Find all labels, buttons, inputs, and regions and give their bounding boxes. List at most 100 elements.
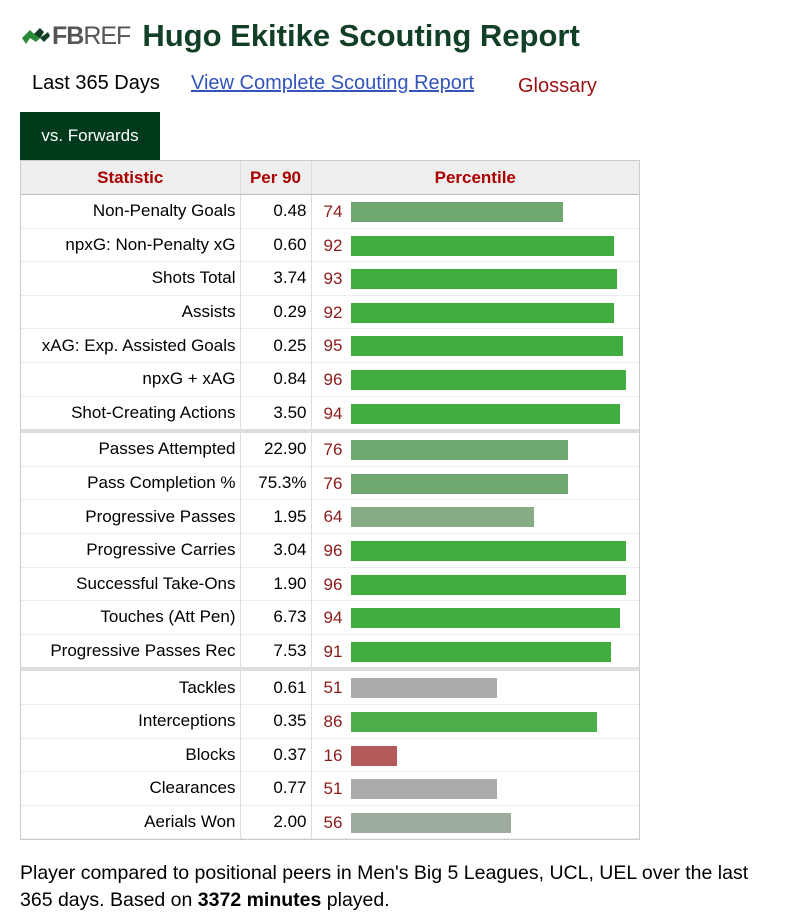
logo-ref-text: REF: [83, 21, 131, 50]
table-header-row: Statistic Per 90 Percentile: [21, 161, 639, 195]
stat-percentile: 94: [311, 600, 639, 635]
table-row: Tackles 0.61 51: [21, 669, 639, 705]
percentile-value: 94: [323, 608, 343, 628]
table-row: Shot-Creating Actions 3.50 94: [21, 396, 639, 434]
percentile-bar: [350, 473, 568, 494]
stat-percentile: 92: [311, 228, 639, 263]
stat-percentile: 76: [311, 466, 639, 501]
stat-percentile: 92: [311, 295, 639, 330]
page-title: Hugo Ekitike Scouting Report: [142, 18, 580, 53]
percentile-bar: [350, 540, 626, 561]
table-body: Non-Penalty Goals 0.48 74 npxG: Non-Penalty…: [21, 194, 639, 840]
percentile-bar: [350, 745, 397, 766]
stat-percentile: 51: [311, 669, 639, 705]
stat-per90: 1.90: [239, 567, 312, 602]
stat-percentile: 95: [311, 328, 639, 363]
stat-per90: 22.90: [239, 431, 312, 467]
stat-name: Non-Penalty Goals: [21, 194, 240, 229]
stat-name: Touches (Att Pen): [21, 600, 240, 635]
stat-percentile: 56: [311, 805, 639, 840]
fbref-logo[interactable]: FB REF: [20, 21, 131, 51]
percentile-value: 86: [323, 711, 343, 731]
stat-per90: 0.29: [239, 295, 312, 330]
footer-text-before: Player compared to positional peers in M…: [20, 862, 749, 911]
stat-percentile: 91: [311, 634, 639, 672]
scouting-table: Statistic Per 90 Percentile Non-Penalty …: [21, 161, 639, 840]
header-per90[interactable]: Per 90: [239, 161, 312, 195]
percentile-bar: [350, 779, 497, 800]
table-row: Progressive Passes Rec 7.53 91: [21, 634, 639, 672]
stat-name: Progressive Passes: [21, 499, 240, 534]
period-label: Last 365 Days: [32, 72, 160, 94]
percentile-bar: [350, 302, 614, 323]
stat-name: Passes Attempted: [21, 431, 240, 467]
table-row: Non-Penalty Goals 0.48 74: [21, 194, 639, 229]
stat-percentile: 51: [311, 771, 639, 806]
percentile-value: 96: [323, 369, 343, 389]
percentile-bar: [350, 812, 511, 833]
stat-per90: 3.04: [239, 533, 312, 568]
percentile-bar: [350, 507, 534, 528]
stat-percentile: 64: [311, 499, 639, 534]
percentile-bar: [350, 403, 620, 424]
table-row: Aerials Won 2.00 56: [21, 805, 639, 840]
stat-name: Aerials Won: [21, 805, 240, 840]
stat-per90: 0.37: [239, 738, 312, 773]
table-row: Assists 0.29 92: [21, 295, 639, 330]
stat-percentile: 76: [311, 431, 639, 467]
stat-percentile: 96: [311, 567, 639, 602]
tab-vs-forwards[interactable]: vs. Forwards: [20, 112, 160, 160]
stat-per90: 0.77: [239, 771, 312, 806]
header-percentile[interactable]: Percentile: [311, 161, 639, 195]
percentile-bar: [350, 269, 617, 290]
page-header: FB REF Hugo Ekitike Scouting Report: [20, 14, 580, 58]
scouting-table-container: Statistic Per 90 Percentile Non-Penalty …: [20, 160, 640, 841]
stat-percentile: 96: [311, 533, 639, 568]
percentile-value: 74: [323, 202, 343, 221]
table-row: Pass Completion % 75.3% 76: [21, 466, 639, 501]
glossary-link[interactable]: Glossary: [518, 75, 597, 97]
stat-percentile: 86: [311, 704, 639, 739]
percentile-value: 93: [323, 269, 343, 289]
table-row: Clearances 0.77 51: [21, 771, 639, 806]
percentile-value: 96: [323, 574, 343, 594]
stat-name: xAG: Exp. Assisted Goals: [21, 328, 240, 363]
stat-name: Blocks: [21, 738, 240, 773]
table-row: Progressive Passes 1.95 64: [21, 499, 639, 534]
percentile-value: 56: [323, 812, 343, 832]
stat-per90: 0.35: [239, 704, 312, 739]
percentile-value: 94: [323, 403, 343, 423]
table-row: Successful Take-Ons 1.90 96: [21, 567, 639, 602]
stat-name: Pass Completion %: [21, 466, 240, 501]
stat-name: Successful Take-Ons: [21, 567, 240, 602]
table-row: npxG: Non-Penalty xG 0.60 92: [21, 228, 639, 263]
stat-name: Assists: [21, 295, 240, 330]
stat-percentile: 16: [311, 738, 639, 773]
footer-note: Player compared to positional peers in M…: [20, 860, 780, 914]
table-row: Blocks 0.37 16: [21, 738, 639, 773]
stat-per90: 2.00: [239, 805, 312, 840]
percentile-bar: [350, 678, 497, 699]
stat-per90: 75.3%: [239, 466, 312, 501]
footer-minutes: 3372 minutes: [197, 889, 322, 911]
stat-per90: 1.95: [239, 499, 312, 534]
footer-text-after: played.: [321, 889, 390, 911]
stat-per90: 0.48: [239, 194, 312, 229]
percentile-value: 51: [323, 678, 343, 698]
stat-per90: 0.61: [239, 669, 312, 705]
stat-name: Shot-Creating Actions: [21, 396, 240, 434]
fbref-logo-icon: [22, 28, 50, 44]
percentile-value: 96: [323, 540, 343, 560]
percentile-value: 76: [323, 440, 343, 460]
stat-percentile: 93: [311, 261, 639, 296]
stat-per90: 0.60: [239, 228, 312, 263]
view-complete-report-link[interactable]: View Complete Scouting Report: [191, 72, 475, 94]
table-row: Touches (Att Pen) 6.73 94: [21, 600, 639, 635]
percentile-value: 76: [323, 473, 343, 493]
stat-percentile: 94: [311, 396, 639, 434]
percentile-bar: [350, 641, 611, 662]
percentile-value: 95: [323, 336, 343, 356]
stat-percentile: 96: [311, 362, 639, 397]
percentile-bar: [350, 369, 626, 390]
header-statistic[interactable]: Statistic: [21, 161, 240, 195]
